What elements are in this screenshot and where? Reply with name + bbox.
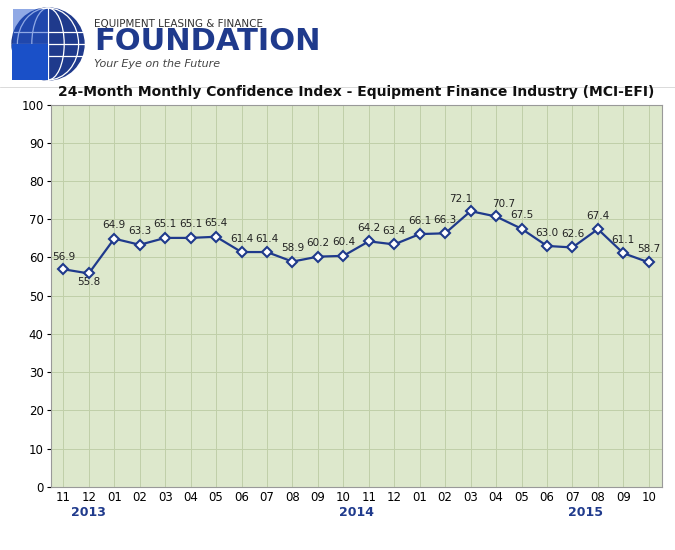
Text: 65.1: 65.1 — [153, 219, 177, 229]
Text: 2015: 2015 — [568, 505, 603, 519]
Circle shape — [12, 8, 84, 80]
Text: 65.1: 65.1 — [179, 219, 202, 229]
Text: 70.7: 70.7 — [492, 199, 515, 209]
Text: 62.6: 62.6 — [561, 229, 584, 239]
Text: 67.4: 67.4 — [587, 211, 610, 221]
Text: 66.3: 66.3 — [433, 215, 457, 225]
Text: 60.2: 60.2 — [306, 238, 329, 248]
Text: EQUIPMENT LEASING & FINANCE: EQUIPMENT LEASING & FINANCE — [94, 19, 263, 29]
Text: Your Eye on the Future: Your Eye on the Future — [94, 59, 220, 69]
Text: 72.1: 72.1 — [449, 194, 472, 204]
Text: 58.9: 58.9 — [281, 243, 304, 253]
Text: 55.8: 55.8 — [77, 277, 101, 287]
Text: 63.3: 63.3 — [128, 227, 151, 236]
Text: 61.4: 61.4 — [255, 234, 279, 244]
Text: 63.0: 63.0 — [535, 228, 558, 238]
FancyBboxPatch shape — [13, 8, 47, 43]
Text: 56.9: 56.9 — [52, 251, 75, 262]
Text: FOUNDATION: FOUNDATION — [94, 26, 321, 56]
Title: 24-Month Monthly Confidence Index - Equipment Finance Industry (MCI-EFI): 24-Month Monthly Confidence Index - Equi… — [58, 85, 654, 99]
Text: 58.7: 58.7 — [637, 244, 660, 254]
Text: 64.2: 64.2 — [357, 223, 381, 233]
Text: 67.5: 67.5 — [510, 210, 533, 221]
Text: 63.4: 63.4 — [383, 226, 406, 236]
Text: 2014: 2014 — [339, 505, 373, 519]
Text: 61.1: 61.1 — [612, 235, 635, 245]
Text: 60.4: 60.4 — [332, 238, 355, 248]
Text: 61.4: 61.4 — [230, 234, 253, 244]
Text: 2013: 2013 — [72, 505, 106, 519]
Text: 64.9: 64.9 — [103, 220, 126, 230]
FancyBboxPatch shape — [12, 44, 48, 80]
Text: 65.4: 65.4 — [205, 218, 227, 228]
Text: 66.1: 66.1 — [408, 216, 431, 225]
